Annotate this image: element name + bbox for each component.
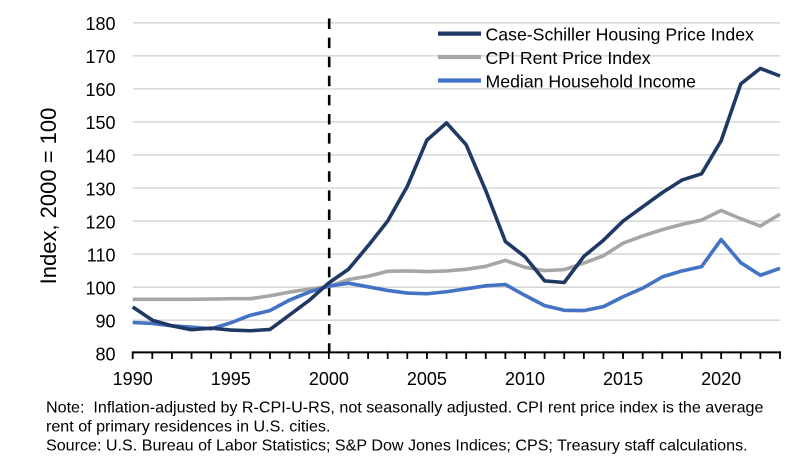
svg-text:Index, 2000 = 100: Index, 2000 = 100 [36,108,61,285]
svg-text:140: 140 [85,146,115,166]
svg-text:2020: 2020 [701,369,741,389]
svg-text:CPI Rent Price Index: CPI Rent Price Index [486,48,651,68]
svg-text:160: 160 [85,80,115,100]
svg-text:80: 80 [95,345,115,365]
svg-text:90: 90 [95,311,115,331]
svg-text:1995: 1995 [211,369,251,389]
svg-text:130: 130 [85,179,115,199]
svg-text:1990: 1990 [113,369,153,389]
svg-text:120: 120 [85,212,115,232]
svg-text:150: 150 [85,113,115,133]
svg-text:2015: 2015 [603,369,643,389]
svg-text:170: 170 [85,47,115,67]
svg-text:180: 180 [85,14,115,34]
svg-text:2005: 2005 [407,369,447,389]
svg-text:100: 100 [85,278,115,298]
svg-text:Median Household Income: Median Household Income [486,71,697,91]
svg-text:Case-Schiller Housing Price In: Case-Schiller Housing Price Index [486,25,755,45]
svg-text:2000: 2000 [309,369,349,389]
svg-text:2010: 2010 [505,369,545,389]
svg-text:Note: Inflation-adjusted by R: Note: Inflation-adjusted by R-CPI-U-RS, … [46,399,763,417]
svg-text:rent of primary residences in: rent of primary residences in U.S. citie… [46,418,330,436]
svg-text:110: 110 [87,245,116,265]
svg-text:Source: U.S. Bureau of Labor S: Source: U.S. Bureau of Labor Statistics;… [46,437,748,455]
